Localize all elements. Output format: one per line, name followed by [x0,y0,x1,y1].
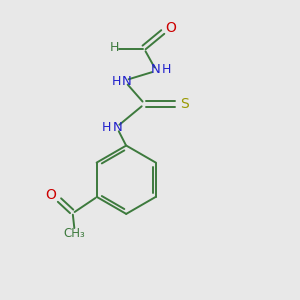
Text: H: H [162,63,171,76]
Text: N: N [121,75,131,88]
Text: N: N [112,121,122,134]
Text: H: H [102,121,112,134]
Text: N: N [151,63,161,76]
Text: S: S [180,97,189,111]
Text: H: H [110,41,119,54]
Text: H: H [112,75,121,88]
Text: CH₃: CH₃ [64,227,85,241]
Text: O: O [165,21,176,35]
Text: O: O [46,188,57,202]
